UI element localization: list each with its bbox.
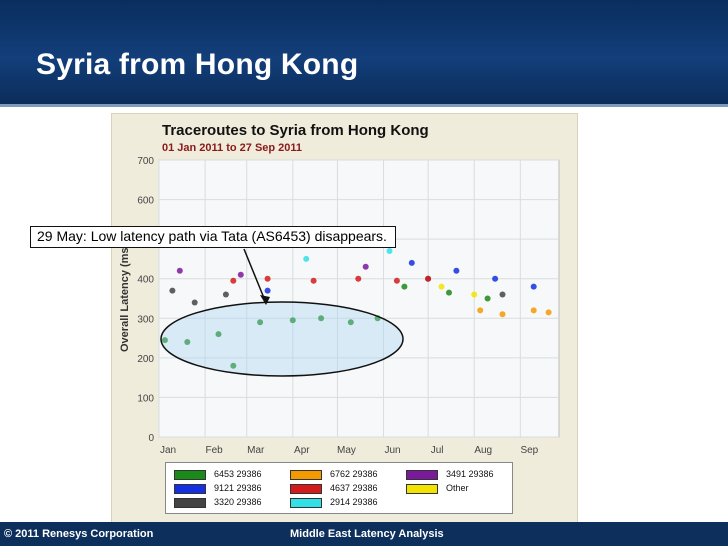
x-tick-label: Aug xyxy=(474,445,492,456)
data-point xyxy=(492,275,499,282)
data-point xyxy=(408,259,415,266)
slide-title: Syria from Hong Kong xyxy=(36,48,359,81)
chart-subtitle: 01 Jan 2011 to 27 Sep 2011 xyxy=(162,142,302,154)
footer-title: Middle East Latency Analysis xyxy=(290,528,444,540)
legend-swatch xyxy=(406,484,438,494)
legend-swatch xyxy=(174,470,206,480)
data-point xyxy=(176,267,183,274)
y-tick-label: 0 xyxy=(148,433,154,444)
data-point xyxy=(355,275,362,282)
highlight-ellipse xyxy=(160,301,404,377)
x-tick-label: Feb xyxy=(205,445,223,456)
data-point xyxy=(484,295,491,302)
data-point xyxy=(303,255,310,262)
legend-label: 3320 29386 xyxy=(214,497,262,507)
y-tick-label: 200 xyxy=(137,354,154,365)
legend-label: 2914 29386 xyxy=(330,497,378,507)
data-point xyxy=(222,291,229,298)
data-point xyxy=(230,362,237,369)
legend-label: 6453 29386 xyxy=(214,469,262,479)
data-point xyxy=(530,307,537,314)
data-point xyxy=(230,277,237,284)
data-point xyxy=(545,309,552,316)
data-point xyxy=(446,289,452,296)
x-tick-label: Jan xyxy=(160,445,176,456)
x-tick-label: Apr xyxy=(294,445,310,456)
header-divider xyxy=(0,104,728,107)
data-point xyxy=(386,248,393,254)
data-point xyxy=(264,275,271,282)
legend-swatch xyxy=(174,498,206,508)
legend-swatch xyxy=(290,470,322,480)
data-point xyxy=(499,291,506,298)
data-point xyxy=(184,339,191,345)
x-tick-label: Sep xyxy=(520,445,538,456)
annotation-arrow xyxy=(243,248,267,304)
data-point xyxy=(257,319,264,326)
slide-footer: © 2011 Renesys Corporation Middle East L… xyxy=(0,522,728,546)
data-point xyxy=(347,319,354,326)
y-tick-label: 400 xyxy=(137,275,154,286)
data-point xyxy=(362,263,369,270)
y-axis-label: Overall Latency (ms) xyxy=(119,243,131,352)
plot-area xyxy=(158,159,560,438)
legend-swatch xyxy=(290,484,322,494)
chart-title: Traceroutes to Syria from Hong Kong xyxy=(162,122,429,139)
data-points xyxy=(161,248,552,369)
legend-swatch xyxy=(174,484,206,494)
y-tick-label: 300 xyxy=(137,314,154,325)
x-axis-ticks: Jan Feb Mar Apr May Jun Jul Aug Sep xyxy=(160,445,539,456)
data-point xyxy=(310,277,317,284)
data-point xyxy=(401,283,408,290)
x-tick-label: May xyxy=(337,445,356,456)
y-tick-label: 100 xyxy=(137,393,154,404)
x-tick-label: Jun xyxy=(384,445,400,456)
data-point xyxy=(264,287,271,294)
legend-label: Other xyxy=(446,483,469,493)
y-tick-label: 600 xyxy=(137,196,154,207)
annotation-arrowhead xyxy=(260,295,270,305)
data-point xyxy=(477,307,484,314)
data-point xyxy=(191,299,198,306)
data-point xyxy=(237,271,244,278)
x-tick-label: Jul xyxy=(431,445,444,456)
data-point xyxy=(289,317,296,324)
data-point xyxy=(471,291,478,298)
data-point xyxy=(215,331,222,338)
data-point xyxy=(169,287,176,294)
legend-label: 9121 29386 xyxy=(214,483,262,493)
data-point xyxy=(453,267,460,274)
legend-label: 4637 29386 xyxy=(330,483,378,493)
annotation-callout: 29 May: Low latency path via Tata (AS645… xyxy=(30,226,396,248)
legend-label: 3491 29386 xyxy=(446,469,494,479)
data-point xyxy=(318,315,325,322)
legend-swatch xyxy=(406,470,438,480)
y-tick-label: 700 xyxy=(137,156,154,167)
data-point xyxy=(161,337,168,344)
x-tick-label: Mar xyxy=(247,445,265,456)
slide-header xyxy=(0,0,728,106)
legend-label: 6762 29386 xyxy=(330,469,378,479)
data-point xyxy=(499,311,506,318)
chart-legend: 6453 29386 9121 29386 3320 29386 6762 29386… xyxy=(165,462,513,514)
data-point xyxy=(393,277,400,284)
footer-copyright: © 2011 Renesys Corporation xyxy=(4,528,154,540)
y-axis-ticks: 0100200300400500600700 xyxy=(137,156,154,444)
legend-swatch xyxy=(290,498,322,508)
data-point xyxy=(438,283,445,290)
data-point xyxy=(425,275,432,282)
data-point xyxy=(530,283,537,290)
